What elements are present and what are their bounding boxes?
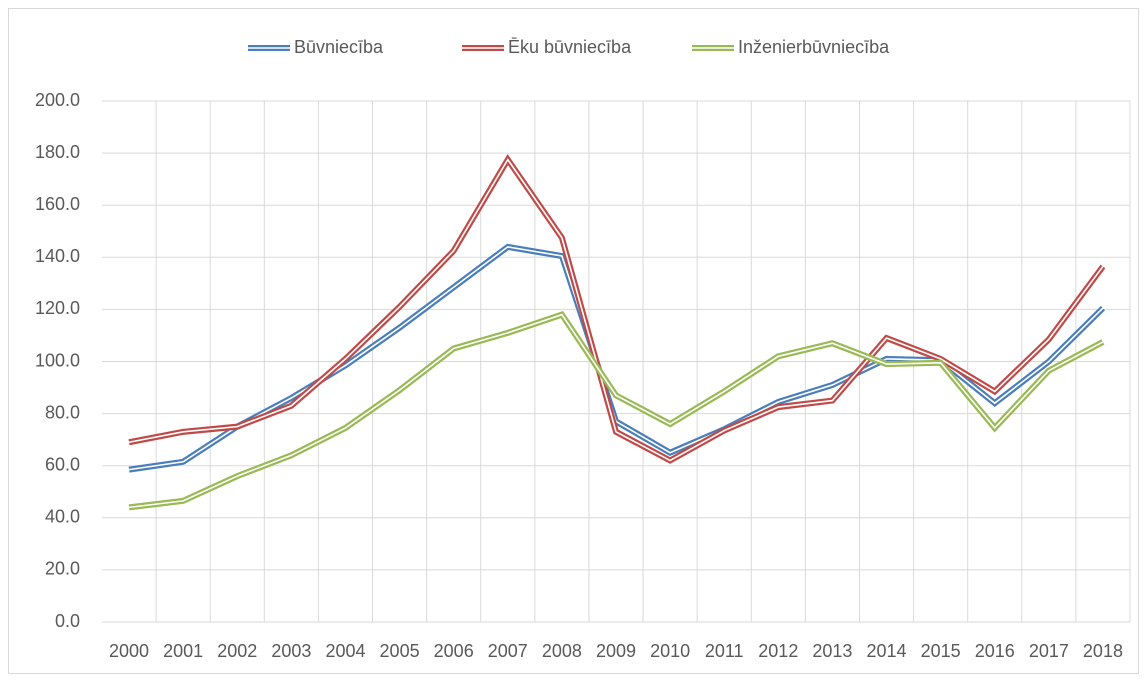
y-tick-label: 120.0 [35, 298, 80, 318]
x-tick-label: 2000 [109, 641, 149, 661]
series-line-inner [128, 313, 1104, 509]
x-tick-label: 2010 [650, 641, 690, 661]
y-tick-label: 160.0 [35, 194, 80, 214]
y-tick-label: 180.0 [35, 142, 80, 162]
x-tick-label: 2008 [542, 641, 582, 661]
chart-frame [8, 8, 1139, 674]
x-tick-label: 2007 [488, 641, 528, 661]
series-line-inner [128, 158, 1104, 462]
x-tick-label: 2009 [596, 641, 636, 661]
x-tick-label: 2005 [380, 641, 420, 661]
x-tick-label: 2012 [758, 641, 798, 661]
legend-label: Inženierbūvniecība [738, 37, 890, 57]
y-tick-label: 20.0 [45, 559, 80, 579]
x-tick-label: 2016 [975, 641, 1015, 661]
x-tick-label: 2003 [271, 641, 311, 661]
y-tick-label: 60.0 [45, 454, 80, 474]
x-tick-label: 2002 [217, 641, 257, 661]
x-tick-label: 2001 [163, 641, 203, 661]
x-tick-label: 2015 [921, 641, 961, 661]
x-tick-label: 2006 [434, 641, 474, 661]
y-tick-label: 40.0 [45, 507, 80, 527]
x-tick-label: 2018 [1083, 641, 1123, 661]
x-tick-label: 2004 [325, 641, 365, 661]
legend-label: Ēku būvniecība [508, 37, 632, 57]
y-tick-label: 200.0 [35, 90, 80, 110]
x-tick-label: 2014 [867, 641, 907, 661]
y-tick-label: 80.0 [45, 402, 80, 422]
x-tick-label: 2011 [705, 641, 744, 661]
y-tick-label: 0.0 [55, 611, 80, 631]
x-tick-label: 2013 [812, 641, 852, 661]
y-tick-label: 140.0 [35, 246, 80, 266]
y-tick-label: 100.0 [35, 350, 80, 370]
x-tick-label: 2017 [1029, 641, 1069, 661]
legend-label: Būvniecība [294, 37, 384, 57]
